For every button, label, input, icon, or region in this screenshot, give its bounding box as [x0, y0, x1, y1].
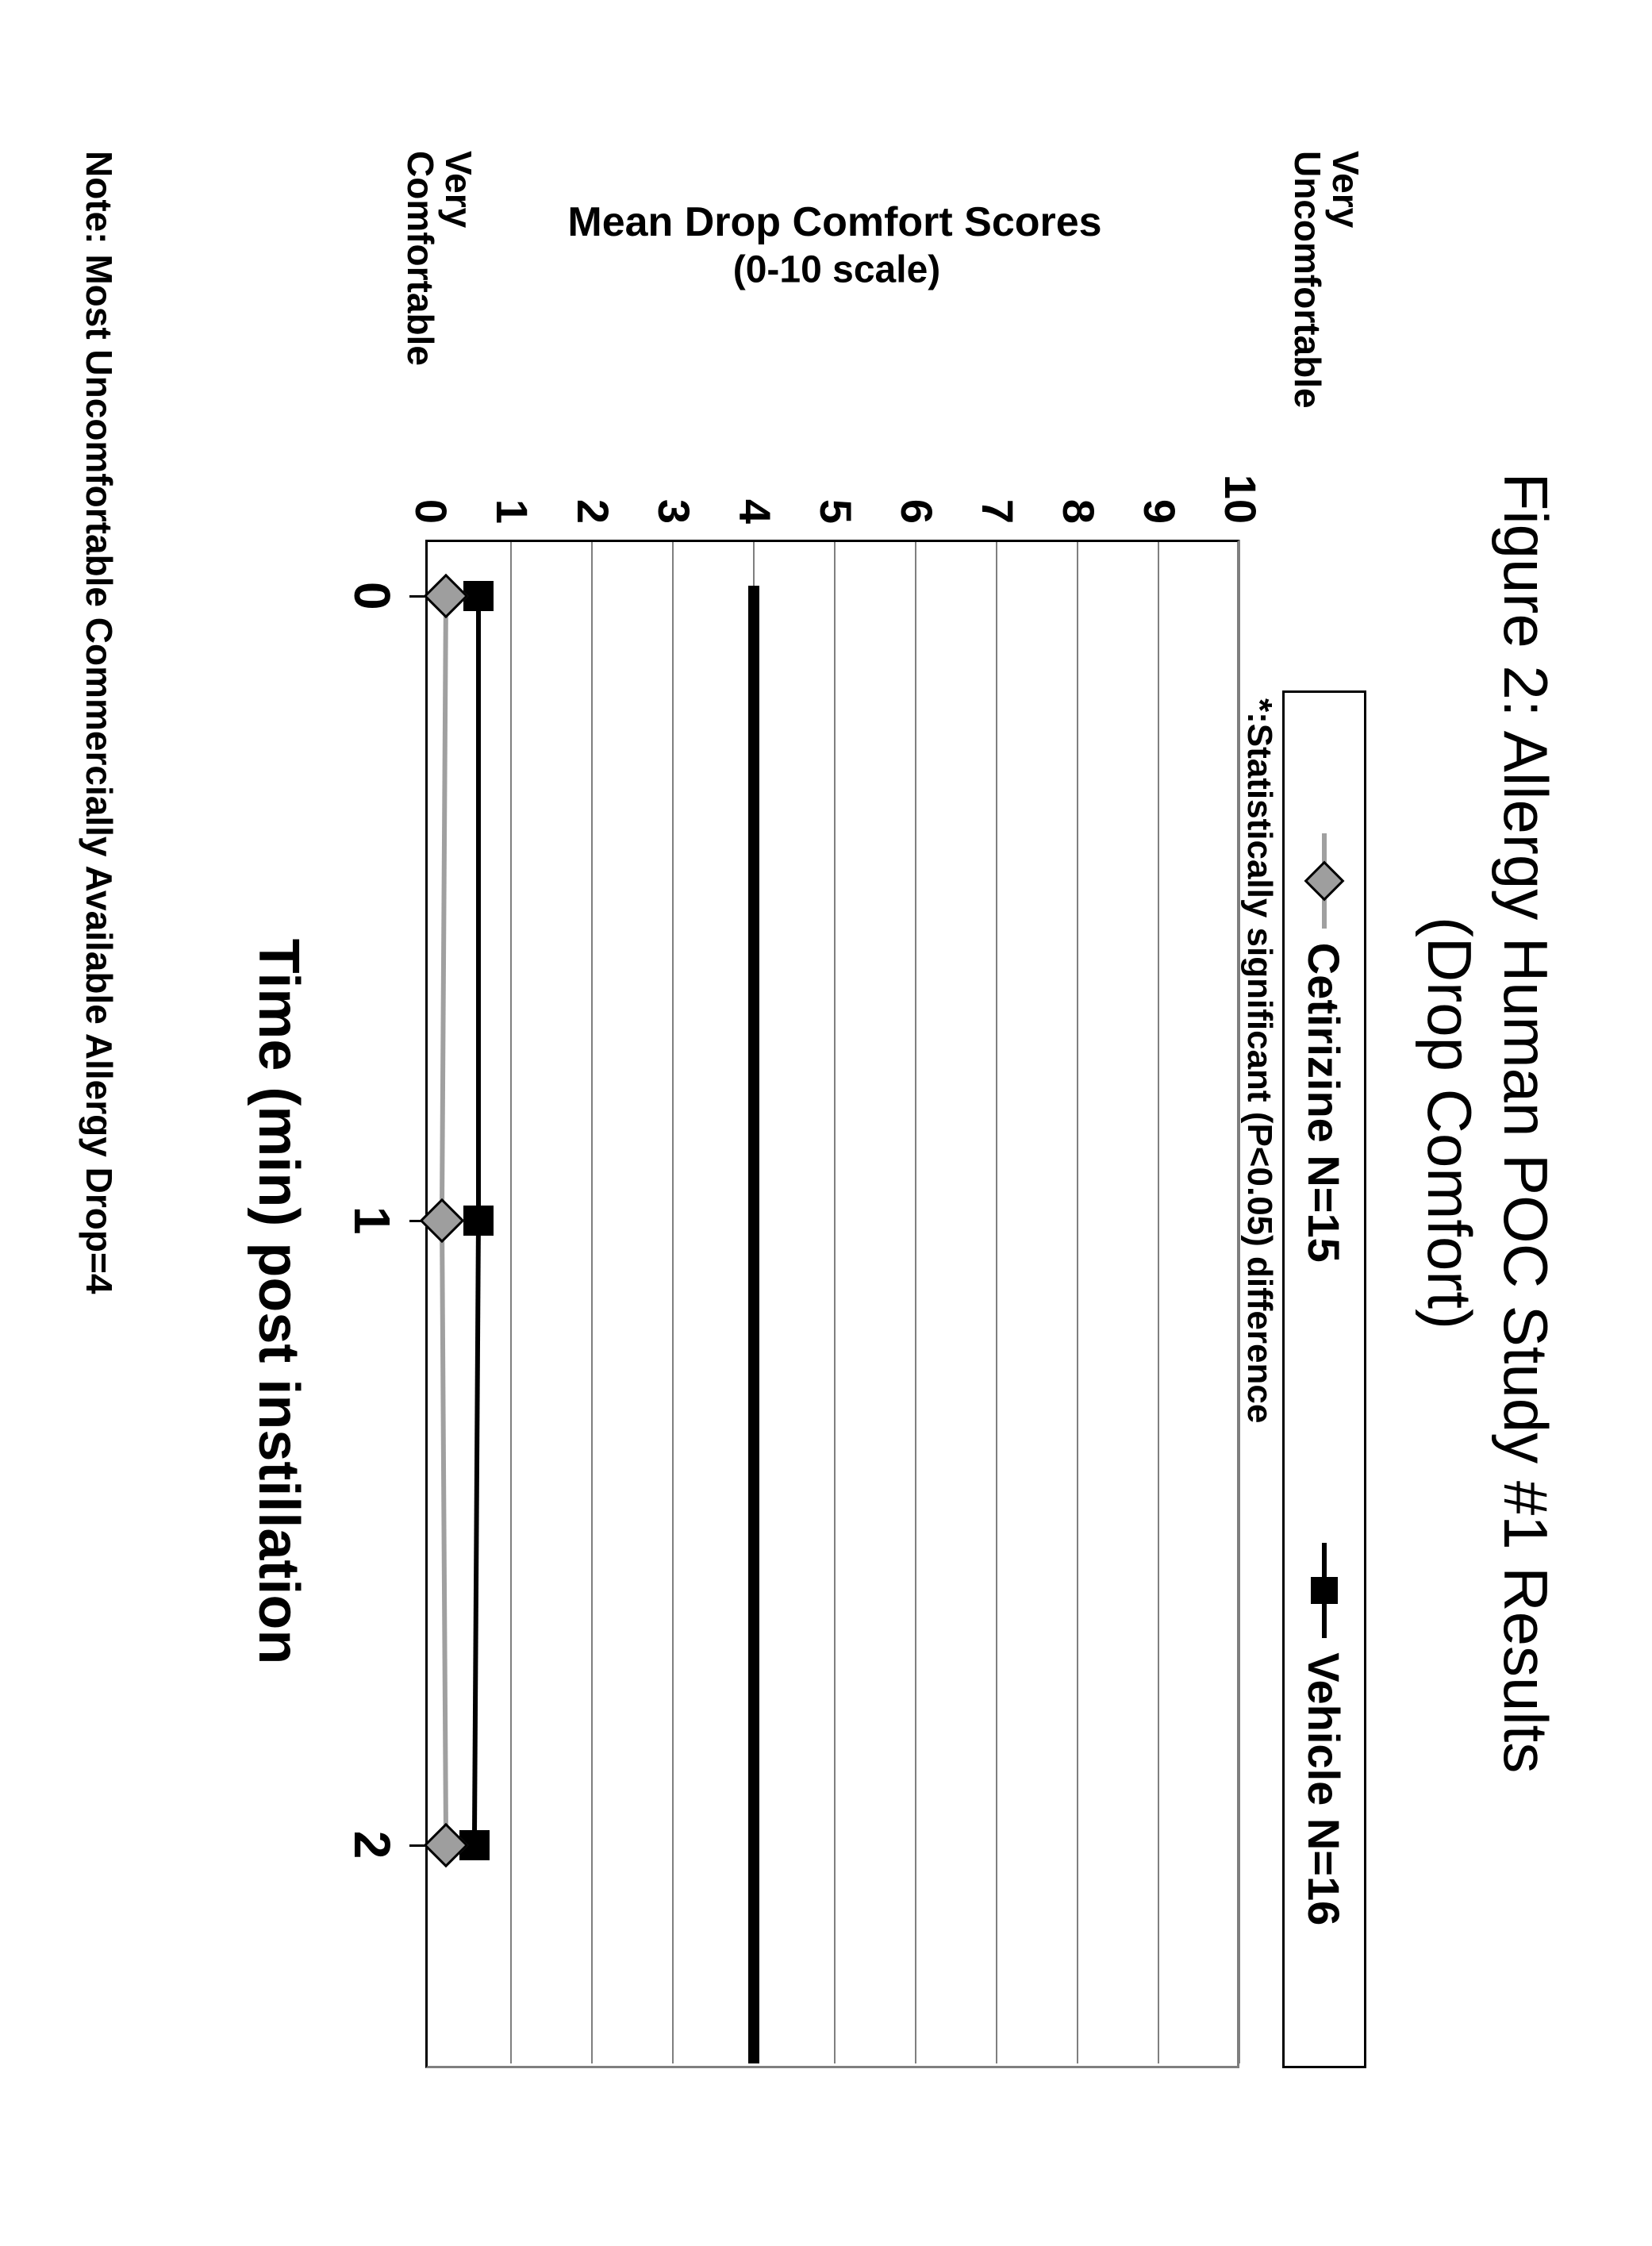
y-tick-label: 10: [1215, 452, 1266, 524]
x-axis-title: Time (min) post instillation: [246, 540, 311, 2063]
legend-swatch-cetirizine: [1322, 833, 1327, 929]
figure-title-line2: (Drop Comfort): [1413, 0, 1485, 2246]
gridline: [1158, 540, 1159, 2063]
stat-significance-note: *:Statistically significant (P<0.05) dif…: [1239, 698, 1279, 1423]
y-tick-label: 6: [891, 452, 943, 524]
y-tick-label: 5: [810, 452, 862, 524]
reference-line: [748, 586, 759, 2063]
gridline: [591, 540, 593, 2063]
y-top-label-line2: Uncomfortable: [1287, 151, 1328, 409]
y-top-label: Very Uncomfortable: [1288, 151, 1365, 500]
gridline: [915, 540, 916, 2063]
y-tick-label: 3: [648, 452, 700, 524]
gridline: [834, 540, 836, 2063]
y-tick-label: 2: [567, 452, 619, 524]
gridline: [672, 540, 674, 2063]
legend-label-cetirizine: Cetirizine N=15: [1299, 943, 1350, 1263]
y-tick-label: 7: [972, 452, 1024, 524]
y-axis-title-line2: (0-10 scale): [440, 248, 1234, 292]
y-axis-title-line1: Mean Drop Comfort Scores: [438, 198, 1231, 246]
y-top-label-line1: Very: [1325, 151, 1366, 228]
legend-item-vehicle: Vehicle N=16: [1299, 1543, 1350, 1925]
legend-item-cetirizine: Cetirizine N=15: [1299, 833, 1350, 1263]
y-tick-label: 4: [729, 452, 781, 524]
gridline: [996, 540, 997, 2063]
y-bottom-label-line2: Comfortable: [400, 151, 441, 366]
gridline: [510, 540, 512, 2063]
x-tick-label: 0: [343, 556, 401, 636]
legend-swatch-vehicle: [1322, 1543, 1327, 1638]
footnote: Note: Most Uncomfortable Commercially Av…: [78, 151, 121, 1294]
x-tick-label: 1: [343, 1181, 401, 1260]
series-vehicle-segment: [476, 596, 481, 1221]
x-tick-label: 2: [343, 1806, 401, 1885]
figure-title-line1: Figure 2: Allergy Human POC Study #1 Res…: [1489, 0, 1561, 2246]
series-vehicle-marker: [463, 1206, 494, 1236]
y-tick-label: 8: [1053, 452, 1105, 524]
legend-label-vehicle: Vehicle N=16: [1299, 1652, 1350, 1925]
y-tick-label: 0: [405, 452, 457, 524]
legend: Cetirizine N=15 Vehicle N=16: [1282, 690, 1366, 2068]
y-tick-label: 1: [486, 452, 538, 524]
gridline: [1077, 540, 1078, 2063]
gridline: [1239, 540, 1240, 2063]
y-tick-label: 9: [1134, 452, 1185, 524]
plot-area: [430, 540, 1239, 2063]
